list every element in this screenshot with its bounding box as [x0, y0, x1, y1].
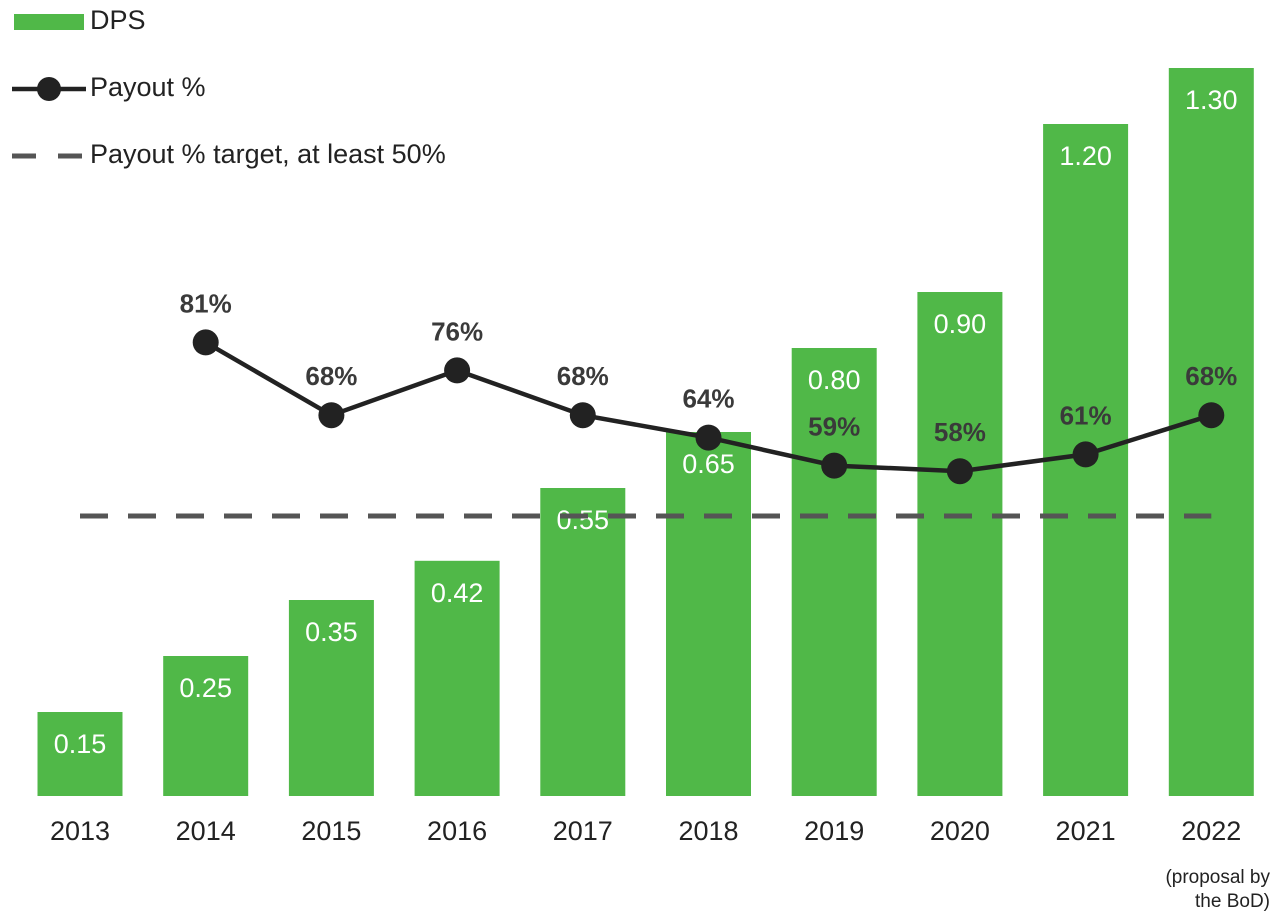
- line-value-label: 68%: [557, 361, 609, 391]
- legend-label: DPS: [90, 5, 146, 35]
- line-marker: [1072, 441, 1099, 468]
- legend-marker: [37, 77, 61, 101]
- line-value-label: 58%: [934, 417, 986, 447]
- legend-swatch: [14, 14, 84, 30]
- x-tick-label: 2013: [50, 816, 110, 846]
- bar: [163, 656, 249, 796]
- bar: [1168, 68, 1254, 796]
- x-tick-label: 2016: [427, 816, 487, 846]
- x-tick-label: 2014: [176, 816, 236, 846]
- bar: [917, 292, 1003, 796]
- line-marker: [821, 452, 848, 479]
- bar: [540, 488, 626, 796]
- line-value-label: 61%: [1060, 400, 1112, 430]
- bar: [666, 432, 751, 796]
- bar-value-label: 0.35: [305, 617, 358, 647]
- line-marker: [569, 402, 596, 429]
- line-marker: [695, 424, 722, 451]
- x-tick-label: 2015: [301, 816, 361, 846]
- bar-value-label: 0.25: [179, 673, 232, 703]
- line-value-label: 68%: [305, 361, 357, 391]
- line-value-label: 81%: [180, 288, 232, 318]
- x-tick-label: 2021: [1056, 816, 1116, 846]
- bar: [791, 348, 877, 796]
- line-value-label: 64%: [682, 383, 734, 413]
- bar: [37, 712, 123, 796]
- bar-value-label: 1.20: [1059, 141, 1112, 171]
- bar-value-label: 0.15: [54, 729, 107, 759]
- annotation: (proposal by the BoD): [1165, 867, 1270, 912]
- line-marker: [318, 402, 345, 429]
- line-value-label: 68%: [1185, 361, 1237, 391]
- line-value-label: 59%: [808, 411, 860, 441]
- line-marker: [1198, 402, 1225, 429]
- line-marker: [444, 357, 471, 384]
- x-tick-label: 2020: [930, 816, 990, 846]
- x-tick-label: 2019: [804, 816, 864, 846]
- line-marker: [192, 329, 219, 356]
- bar: [288, 600, 374, 796]
- bar-value-label: 1.30: [1185, 85, 1238, 115]
- legend-label: Payout %: [90, 72, 206, 102]
- bar-value-label: 0.90: [934, 309, 987, 339]
- bar-value-label: 0.80: [808, 365, 861, 395]
- line-value-label: 76%: [431, 316, 483, 346]
- x-tick-label: 2017: [553, 816, 613, 846]
- bar-value-label: 0.42: [431, 578, 484, 608]
- x-tick-label: 2022: [1181, 816, 1241, 846]
- x-tick-label: 2018: [678, 816, 738, 846]
- bar-value-label: 0.65: [682, 449, 735, 479]
- bar-value-label: 0.55: [557, 505, 610, 535]
- legend-label: Payout % target, at least 50%: [90, 139, 446, 169]
- bar: [414, 560, 500, 796]
- line-marker: [946, 458, 973, 485]
